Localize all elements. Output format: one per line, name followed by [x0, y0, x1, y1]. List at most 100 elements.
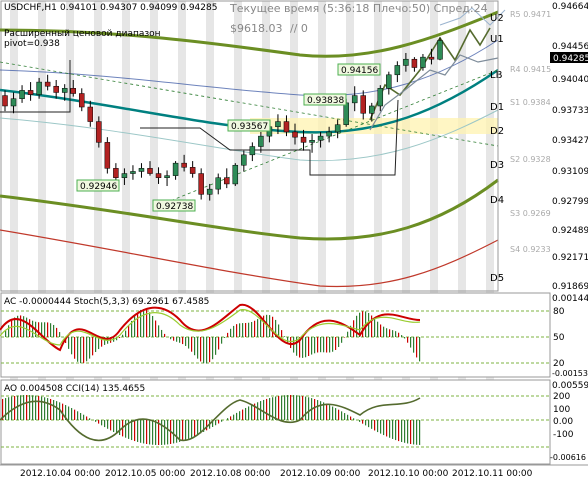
ao-bar: [338, 409, 340, 420]
ao-bar: [11, 396, 13, 420]
ac-bar: [302, 337, 304, 358]
ac-bar: [344, 337, 346, 338]
ao-axis-tick: 100: [553, 405, 570, 415]
ao-bar: [167, 420, 169, 445]
server-time-label: Текущее время (5:36:18 Плечо:50) Спред:2…: [229, 2, 488, 15]
level-faint-label: R4 0.9415: [510, 65, 551, 74]
candle-body: [121, 173, 128, 178]
ao-bar: [281, 395, 283, 420]
ao-bar: [101, 420, 103, 426]
ao-bar: [416, 420, 418, 445]
ac-bar: [416, 337, 418, 358]
ao-bar: [140, 420, 142, 443]
ao-bar: [203, 420, 205, 432]
ao-bar: [98, 420, 100, 424]
candle-body: [420, 56, 426, 68]
candle-body: [147, 168, 153, 174]
forecast-line-2: [369, 54, 499, 131]
pivot-step-line-left: [0, 60, 71, 113]
ao-bar: [380, 420, 382, 434]
cci-line: [0, 397, 421, 442]
ac-bar: [71, 337, 73, 355]
candle-body: [96, 121, 102, 143]
ac-bar: [185, 337, 187, 346]
ac-bar: [59, 332, 61, 337]
ac-bar: [80, 337, 82, 364]
counter-label: // 0: [290, 22, 308, 35]
price-tick: 0.92171: [552, 253, 588, 263]
ac-bar: [95, 337, 97, 353]
balance-label: $9618.03: [230, 22, 283, 35]
ac-bar: [383, 326, 385, 337]
ao-bar: [389, 420, 391, 438]
ao-bar: [191, 420, 193, 438]
ac-bar: [284, 336, 286, 337]
ac-axis-tick: 20: [553, 359, 565, 369]
ac-bar: [254, 320, 256, 337]
ac-bar: [290, 337, 292, 349]
ao-bar: [221, 420, 223, 422]
ac-bar: [32, 320, 34, 337]
ao-bar: [56, 401, 58, 420]
ac-bar: [140, 309, 142, 337]
ao-bar: [326, 403, 328, 420]
session-stripe: [486, 1, 494, 464]
ac-bar: [206, 337, 208, 364]
ao-bar: [134, 420, 136, 442]
candle-body: [27, 90, 34, 95]
level-label-u2: U2: [490, 13, 504, 24]
ao-bar: [17, 395, 19, 420]
ac-bar: [305, 337, 307, 358]
session-stripe: [346, 1, 354, 464]
ao-bar: [173, 420, 175, 444]
ac-bar: [119, 337, 121, 338]
candle-body: [104, 142, 111, 169]
ac-bar: [128, 325, 130, 337]
ac-bar: [155, 320, 157, 337]
session-stripe: [66, 1, 74, 464]
ac-bar: [23, 316, 25, 337]
ac-bar: [359, 312, 361, 337]
ao-bar: [77, 411, 79, 420]
ac-bar: [11, 320, 13, 337]
ao-bar: [86, 416, 88, 420]
ao-bar: [305, 396, 307, 420]
candle-body: [70, 88, 76, 94]
level-label-u1: U1: [490, 34, 504, 45]
ac-bar: [221, 337, 223, 344]
candle-body: [317, 135, 324, 141]
candle-body: [292, 131, 298, 138]
ac-bar: [368, 312, 370, 337]
ac-bar: [251, 322, 253, 337]
ac-bar: [146, 309, 148, 337]
moving-average-line: [0, 68, 499, 134]
ac-bar: [398, 332, 400, 337]
ac-bar: [362, 311, 364, 337]
ac-bar: [329, 337, 331, 353]
ao-bar: [137, 420, 139, 442]
ao-bar: [395, 420, 397, 441]
candle-body: [428, 56, 435, 60]
ac-bar: [203, 337, 205, 364]
ac-bar: [227, 332, 229, 337]
level-faint-label: R5 0.9471: [510, 10, 551, 19]
stochastic-main-line: [0, 303, 421, 352]
candle-body: [360, 95, 366, 114]
session-stripe: [290, 1, 298, 464]
candle-body: [437, 40, 443, 60]
ao-bar: [110, 420, 112, 431]
ao-bar: [125, 420, 127, 438]
ac-bar: [218, 337, 220, 350]
ac-bar: [149, 312, 151, 337]
candle-body: [249, 146, 256, 156]
ac-bar: [5, 330, 7, 337]
time-tick: 2012.10.09 00:00: [280, 469, 361, 479]
price-tick: 0.93109: [552, 167, 588, 177]
ao-bar: [251, 404, 253, 420]
ao-bar: [266, 398, 268, 420]
time-tick: 2012.10.11 00:00: [452, 469, 533, 479]
time-axis: 2012.10.04 00:00 2012.10.05 00:00 2012.1…: [0, 464, 588, 479]
candle-body: [172, 162, 179, 176]
session-stripe: [318, 1, 326, 464]
